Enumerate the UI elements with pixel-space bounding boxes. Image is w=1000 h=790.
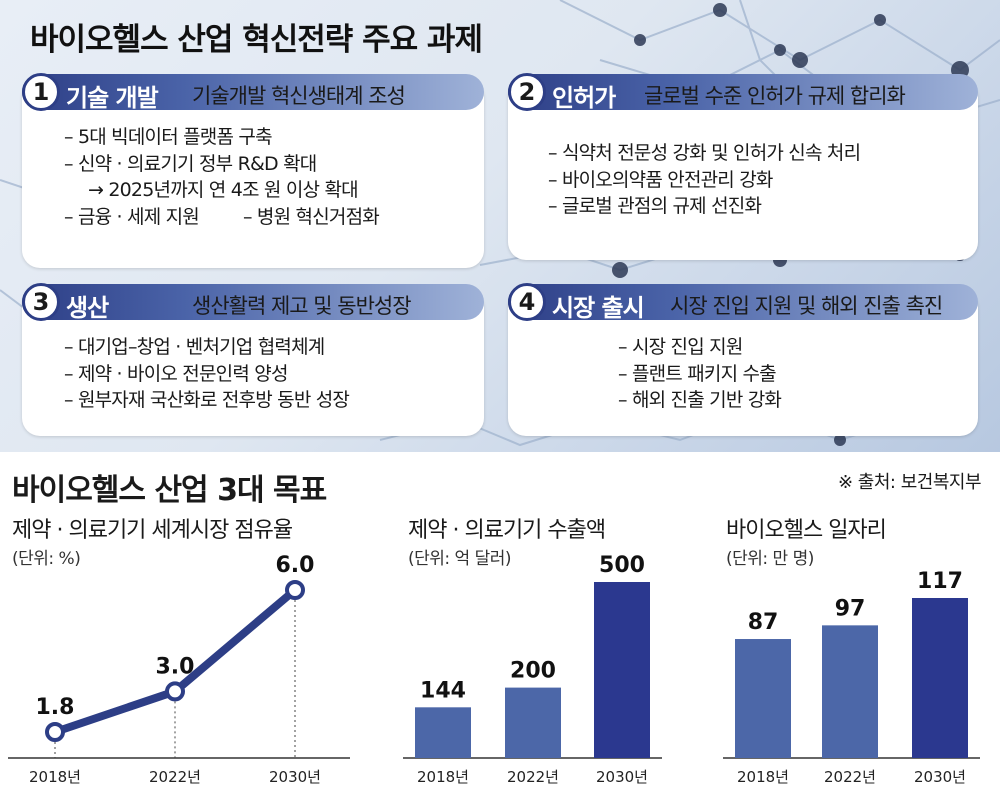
list-item: – 신약 · 의료기기 정부 R&D 확대: [64, 152, 317, 175]
list-item: – 식약처 전문성 강화 및 인허가 신속 처리: [548, 142, 861, 164]
task-subtitle: 시장 진입 지원 및 해외 진출 촉진: [670, 294, 943, 318]
chart-unit-jobs: (단위: 만 명): [726, 549, 814, 569]
jobs-tick-label: 2022년: [824, 768, 876, 786]
data-point: [285, 580, 305, 600]
list-item: – 원부자재 국산화로 전후방 동반 성장: [64, 389, 350, 411]
list-item: – 플랜트 패키지 수출: [618, 362, 777, 385]
jobs-bar: [912, 598, 968, 758]
task-subtitle: 글로벌 수준 인허가 규제 합리화: [644, 84, 906, 108]
list-item: – 대기업–창업 · 벤처기업 협력체계: [64, 336, 325, 358]
task-name: 생산: [66, 294, 109, 322]
task-items: – 5대 빅데이터 플랫폼 구축 – 신약 · 의료기기 정부 R&D 확대 →…: [64, 124, 380, 231]
tick-label: 2018년: [29, 768, 81, 786]
list-item: – 병원 혁신거점화: [242, 205, 380, 228]
tick-label: 2030년: [269, 768, 321, 786]
task-subtitle: 기술개발 혁신생태계 조성: [192, 84, 406, 108]
exports-bar: [415, 707, 471, 758]
chart-title-jobs: 바이오헬스 일자리: [726, 518, 887, 543]
source-note: ※ 출처: 보건복지부: [838, 472, 982, 493]
task-panel-tech: [22, 80, 484, 268]
exports-bar: [505, 687, 561, 758]
task-items: – 식약처 전문성 강화 및 인허가 신속 처리 – 바이오의약품 안전관리 강…: [548, 140, 861, 220]
list-item: – 바이오의약품 안전관리 강화: [548, 168, 773, 191]
exports-tick-label: 2022년: [507, 768, 559, 786]
chart-title-exports: 제약 · 의료기기 수출액: [408, 518, 606, 543]
list-item: – 해외 진출 기반 강화: [618, 389, 782, 411]
exports-data-label: 144: [420, 678, 466, 703]
task-number-badge: 1: [22, 73, 60, 111]
data-label: 6.0: [276, 553, 315, 578]
exports-data-label: 200: [510, 659, 556, 684]
tick-label: 2022년: [149, 768, 201, 786]
jobs-tick-label: 2030년: [914, 768, 966, 786]
task-header-approval: [508, 74, 978, 110]
exports-tick-label: 2030년: [596, 768, 648, 786]
task-name: 시장 출시: [552, 294, 645, 322]
task-number-badge: 2: [508, 73, 546, 111]
task-number-badge: 4: [508, 283, 546, 321]
jobs-tick-label: 2018년: [737, 768, 789, 786]
data-label: 1.8: [36, 695, 75, 720]
exports-bar: [594, 582, 650, 758]
chart-title-share: 제약 · 의료기기 세계시장 점유율: [12, 518, 293, 543]
list-item-row: – 금융 · 세제 지원 – 병원 혁신거점화: [64, 204, 380, 231]
jobs-bar: [735, 639, 791, 758]
page-title: 바이오헬스 산업 혁신전략 주요 과제: [30, 22, 483, 58]
exports-data-label: 500: [599, 553, 645, 578]
list-item: – 5대 빅데이터 플랫폼 구축: [64, 126, 273, 148]
header-illustration: 바이오헬스 산업 혁신전략 주요 과제 1 기술 개발 기술개발 혁신생태계 조…: [0, 0, 1000, 452]
data-point: [45, 722, 65, 742]
list-item: – 제약 · 바이오 전문인력 양성: [64, 362, 288, 385]
list-item: – 금융 · 세제 지원: [64, 205, 200, 228]
jobs-data-label: 97: [835, 596, 866, 621]
data-label: 3.0: [156, 654, 195, 679]
list-item: – 글로벌 관점의 규제 선진화: [548, 195, 762, 217]
task-name: 인허가: [552, 84, 616, 112]
chart-unit-exports: (단위: 억 달러): [408, 549, 512, 569]
jobs-data-label: 87: [748, 610, 779, 635]
goals-title: 바이오헬스 산업 3대 목표: [12, 473, 327, 508]
task-panel-approval: [508, 80, 978, 260]
task-items: – 대기업–창업 · 벤처기업 협력체계 – 제약 · 바이오 전문인력 양성 …: [64, 334, 350, 414]
jobs-bar: [822, 625, 878, 758]
jobs-data-label: 117: [917, 569, 963, 594]
task-header-tech: [22, 74, 484, 110]
task-subtitle: 생산활력 제고 및 동반성장: [192, 294, 412, 318]
exports-tick-label: 2018년: [417, 768, 469, 786]
list-item: → 2025년까지 연 4조 원 이상 확대: [88, 179, 359, 201]
data-point: [165, 681, 185, 702]
task-name: 기술 개발: [66, 84, 159, 112]
list-item: – 시장 진입 지원: [618, 336, 743, 358]
task-header-market: [508, 284, 978, 320]
task-header-production: [22, 284, 484, 320]
task-items: – 시장 진입 지원 – 플랜트 패키지 수출 – 해외 진출 기반 강화: [618, 334, 782, 414]
task-number-badge: 3: [22, 283, 60, 321]
chart-unit-share: (단위: %): [12, 549, 81, 569]
